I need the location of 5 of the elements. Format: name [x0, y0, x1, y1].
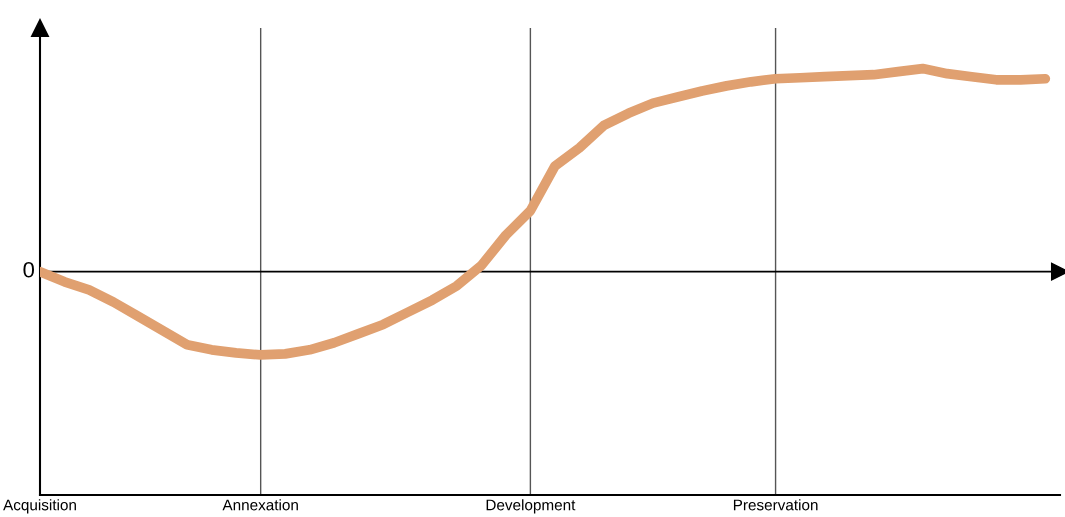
x-tick-label: Acquisition — [3, 499, 76, 514]
ref-line-label: 0 — [23, 261, 35, 278]
x-tick-label: Preservation — [733, 499, 818, 511]
x-tick-label: Annexation — [222, 499, 298, 511]
x-tick-label: Development — [486, 499, 576, 514]
